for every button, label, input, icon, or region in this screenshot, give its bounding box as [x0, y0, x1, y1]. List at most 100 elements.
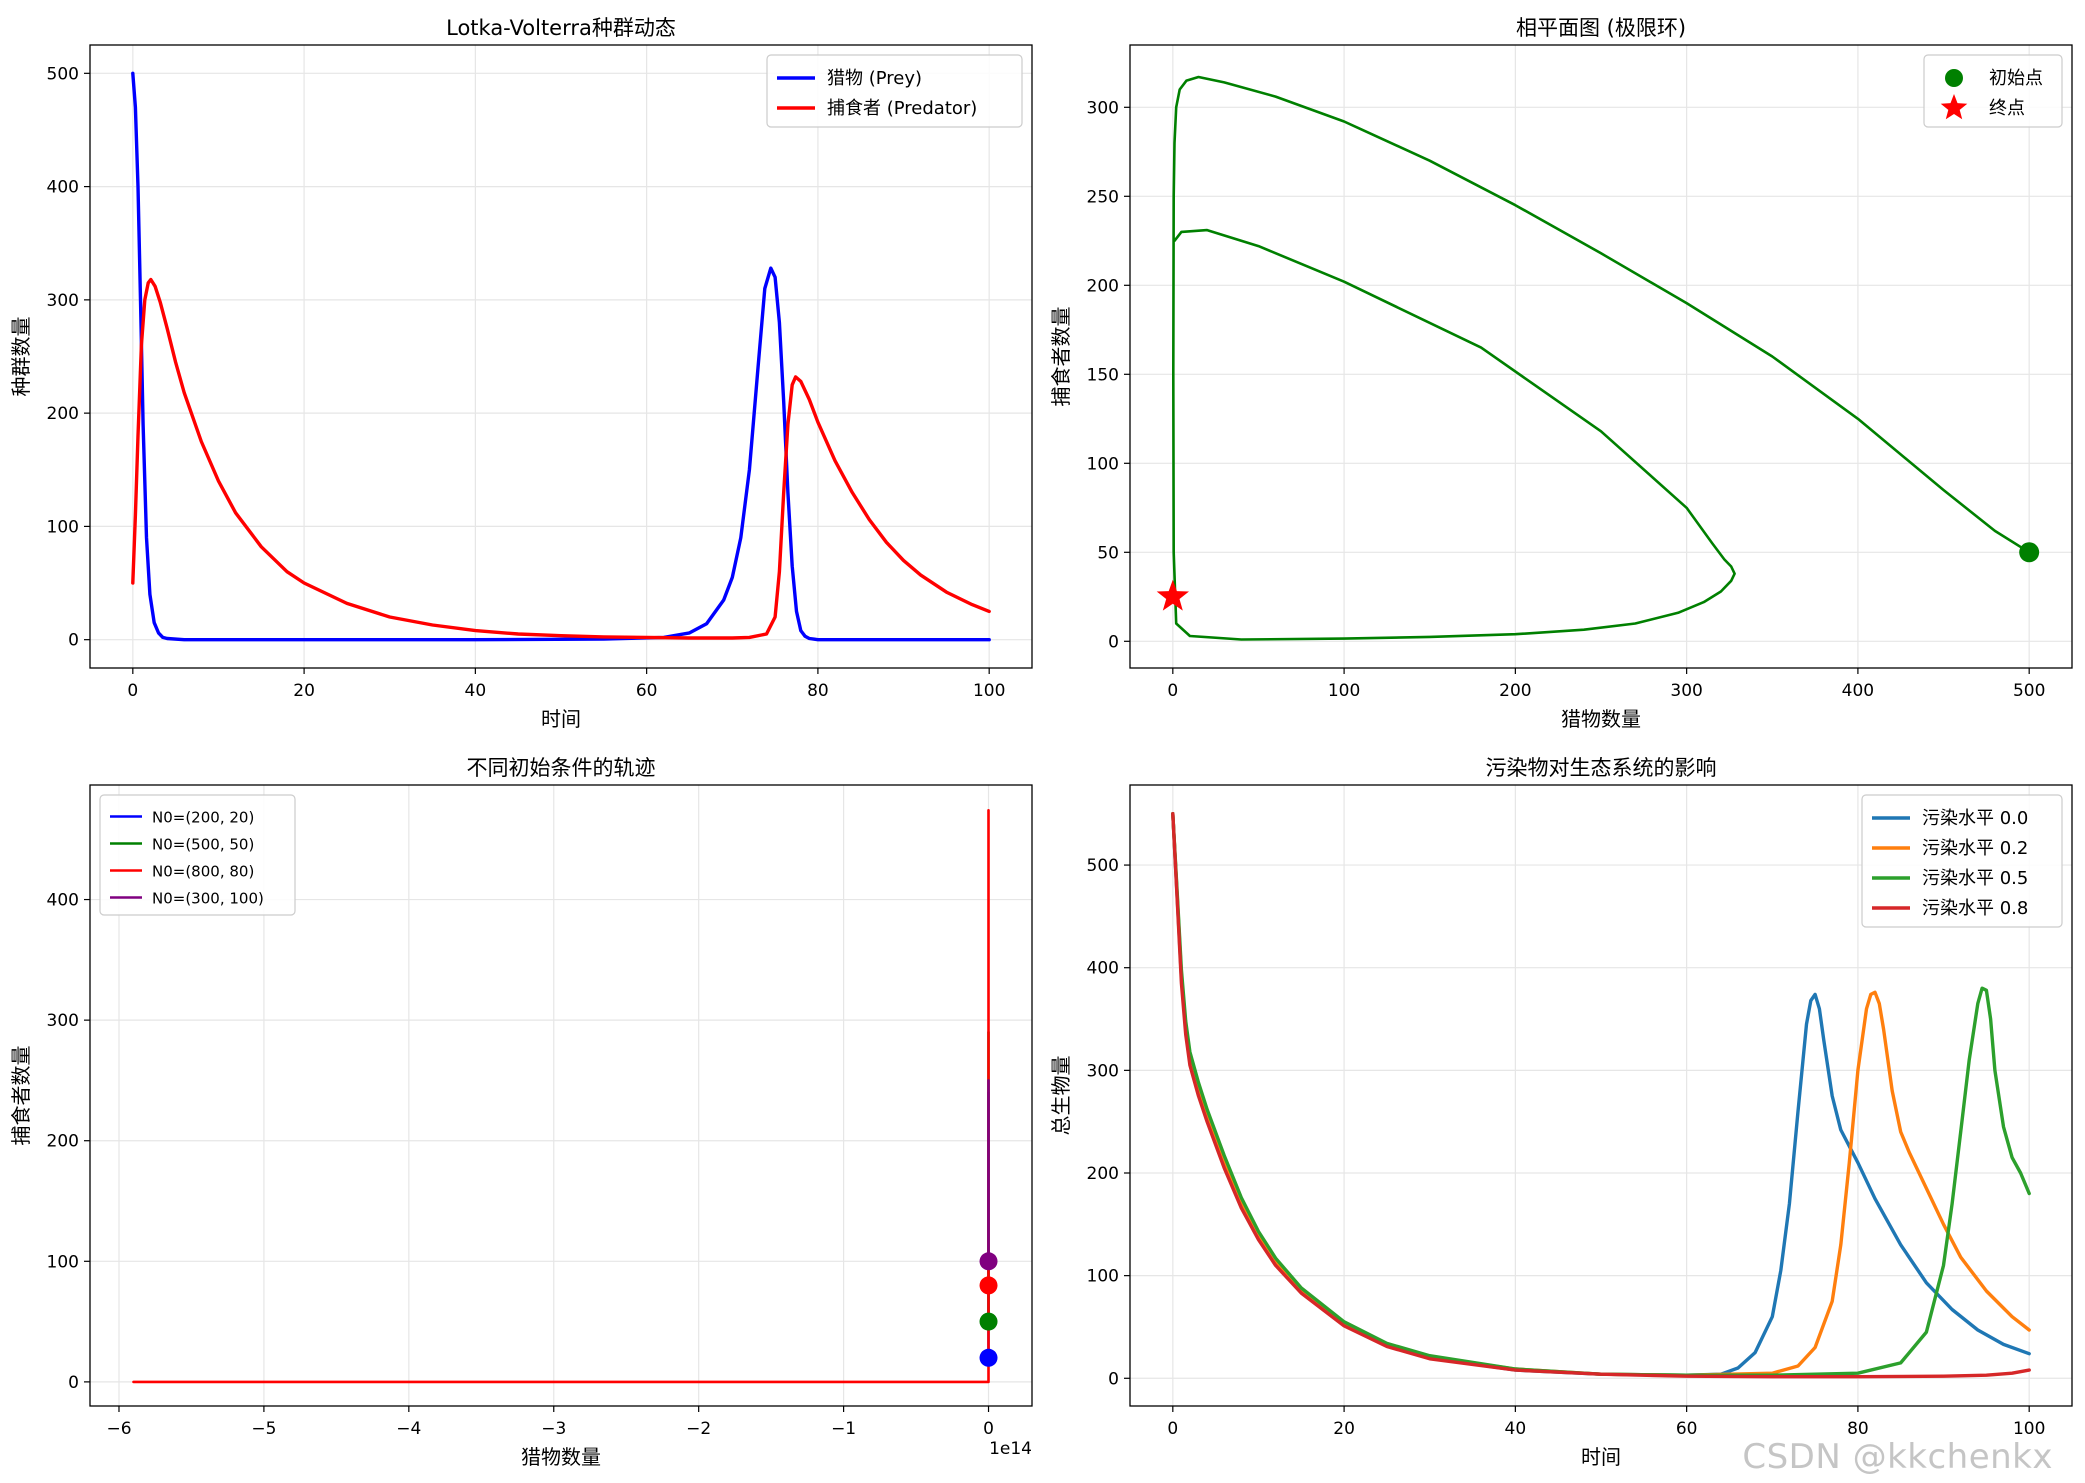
x-tick-label: −2	[686, 1419, 711, 1439]
y-axis-label: 总生物量	[1049, 1056, 1073, 1136]
legend-item: N0=(500, 50)	[110, 836, 254, 854]
y-tick-label: 400	[47, 178, 79, 198]
y-tick-label: 0	[68, 631, 79, 651]
legend-label: 终点	[1989, 98, 2025, 119]
x-tick-label: −6	[106, 1419, 131, 1439]
y-tick-label: 150	[1087, 365, 1119, 385]
legend-item: N0=(300, 100)	[110, 890, 264, 908]
y-tick-label: 500	[1087, 856, 1119, 876]
y-tick-label: 200	[1087, 276, 1119, 296]
x-tick-label: 100	[2013, 1419, 2045, 1439]
marker-point	[979, 1252, 998, 1271]
legend-item: 终点	[1940, 94, 2025, 120]
chart-title: 污染物对生态系统的影响	[1486, 756, 1717, 780]
marker-point	[979, 1348, 998, 1367]
x-tick-label: 100	[1328, 681, 1360, 701]
x-tick-label: 300	[1670, 681, 1702, 701]
watermark: CSDN @kkchenkx	[1742, 1437, 2053, 1477]
legend-item: N0=(800, 80)	[110, 863, 254, 881]
legend: N0=(200, 20) N0=(500, 50) N0=(800, 80) N0=(…	[99, 794, 296, 916]
y-tick-label: 100	[1087, 1267, 1119, 1287]
plot-area	[131, 71, 991, 642]
legend-label: 污染水平 0.2	[1922, 838, 2028, 859]
x-tick-label: 0	[1167, 681, 1178, 701]
series-line	[132, 808, 990, 1384]
x-axis-label: 猎物数量	[1561, 707, 1641, 731]
marker-point	[2019, 542, 2040, 563]
legend-label: 污染水平 0.8	[1922, 898, 2028, 919]
axes-frame	[1129, 44, 2073, 669]
chart-p1: 0 20 40 60 80 100 0 100 200 300 400 500 Lotka-Volter…	[9, 16, 1033, 731]
legend-label: 污染水平 0.0	[1922, 808, 2028, 829]
x-tick-label: 100	[973, 681, 1005, 701]
marker-point	[979, 1276, 998, 1295]
y-tick-label: 300	[1087, 98, 1119, 118]
axes-frame	[89, 784, 1033, 1407]
x-tick-label: 0	[1167, 1419, 1178, 1439]
y-tick-label: 200	[47, 1132, 79, 1152]
legend-label: N0=(200, 20)	[152, 809, 254, 827]
marker-point	[979, 1312, 998, 1331]
x-tick-label: 20	[1333, 1419, 1355, 1439]
legend-label: 污染水平 0.5	[1922, 868, 2028, 889]
legend-item: N0=(200, 20)	[110, 809, 254, 827]
y-tick-label: 400	[47, 891, 79, 911]
y-tick-label: 0	[68, 1373, 79, 1393]
y-tick-label: 200	[47, 404, 79, 424]
y-tick-label: 250	[1087, 187, 1119, 207]
y-tick-label: 300	[1087, 1061, 1119, 1081]
y-tick-label: 50	[1097, 543, 1119, 563]
legend-box	[766, 54, 1023, 128]
y-tick-label: 200	[1087, 1164, 1119, 1184]
legend-item: 初始点	[1945, 68, 2043, 89]
legend-star-icon	[1940, 94, 1968, 120]
series-line	[1171, 812, 2031, 1379]
x-tick-label: 80	[807, 681, 829, 701]
plot-area	[1156, 75, 2040, 641]
chart-p4: 0 20 40 60 80 100 0 100 200 300 400 500 污染物对生态系统的影响时…	[1049, 756, 2073, 1469]
x-tick-label: 40	[465, 681, 487, 701]
x-tick-label: 40	[1505, 1419, 1527, 1439]
legend-item: 捕食者 (Predator)	[777, 98, 977, 119]
x-tick-label: 60	[1676, 1419, 1698, 1439]
plot-area	[132, 808, 998, 1384]
legend-item: 污染水平 0.2	[1872, 838, 2028, 859]
legend-box	[99, 794, 296, 916]
y-tick-label: 400	[1087, 959, 1119, 979]
legend-label: 初始点	[1989, 68, 2043, 89]
legend-item: 污染水平 0.5	[1872, 868, 2028, 889]
y-tick-label: 100	[1087, 454, 1119, 474]
y-tick-label: 0	[1108, 1369, 1119, 1389]
x-tick-label: −1	[831, 1419, 856, 1439]
x-tick-label: −5	[251, 1419, 276, 1439]
legend: 猎物 (Prey) 捕食者 (Predator)	[766, 54, 1023, 128]
x-axis-label: 时间	[1581, 1445, 1621, 1469]
x-offset-label: 1e14	[989, 1439, 1032, 1459]
legend-label: 捕食者 (Predator)	[827, 98, 977, 119]
legend: 污染水平 0.0 污染水平 0.2 污染水平 0.5 污染水平 0.8	[1861, 794, 2063, 928]
series-line	[131, 71, 991, 642]
y-axis-label: 捕食者数量	[9, 1046, 33, 1146]
x-tick-label: 60	[636, 681, 658, 701]
chart-title: 相平面图 (极限环)	[1516, 16, 1686, 40]
x-tick-label: 200	[1499, 681, 1531, 701]
series-line	[1172, 75, 2031, 641]
x-tick-label: −4	[396, 1419, 421, 1439]
marker-end-star	[1156, 579, 1189, 611]
y-tick-label: 100	[47, 517, 79, 537]
chart-p2: 0 100 200 300 400 500 0 50 100 150 200 250 300 相平面图 (…	[1049, 16, 2073, 731]
x-tick-label: 0	[983, 1419, 994, 1439]
legend-label: N0=(500, 50)	[152, 836, 254, 854]
x-tick-label: 80	[1847, 1419, 1869, 1439]
x-tick-label: 400	[1842, 681, 1874, 701]
legend-item: 污染水平 0.0	[1872, 808, 2028, 829]
x-axis-label: 时间	[541, 707, 581, 731]
legend-box	[1861, 794, 2063, 928]
y-tick-label: 100	[47, 1252, 79, 1272]
y-axis-label: 捕食者数量	[1049, 307, 1073, 407]
legend-item: 污染水平 0.8	[1872, 898, 2028, 919]
x-tick-label: 20	[293, 681, 315, 701]
